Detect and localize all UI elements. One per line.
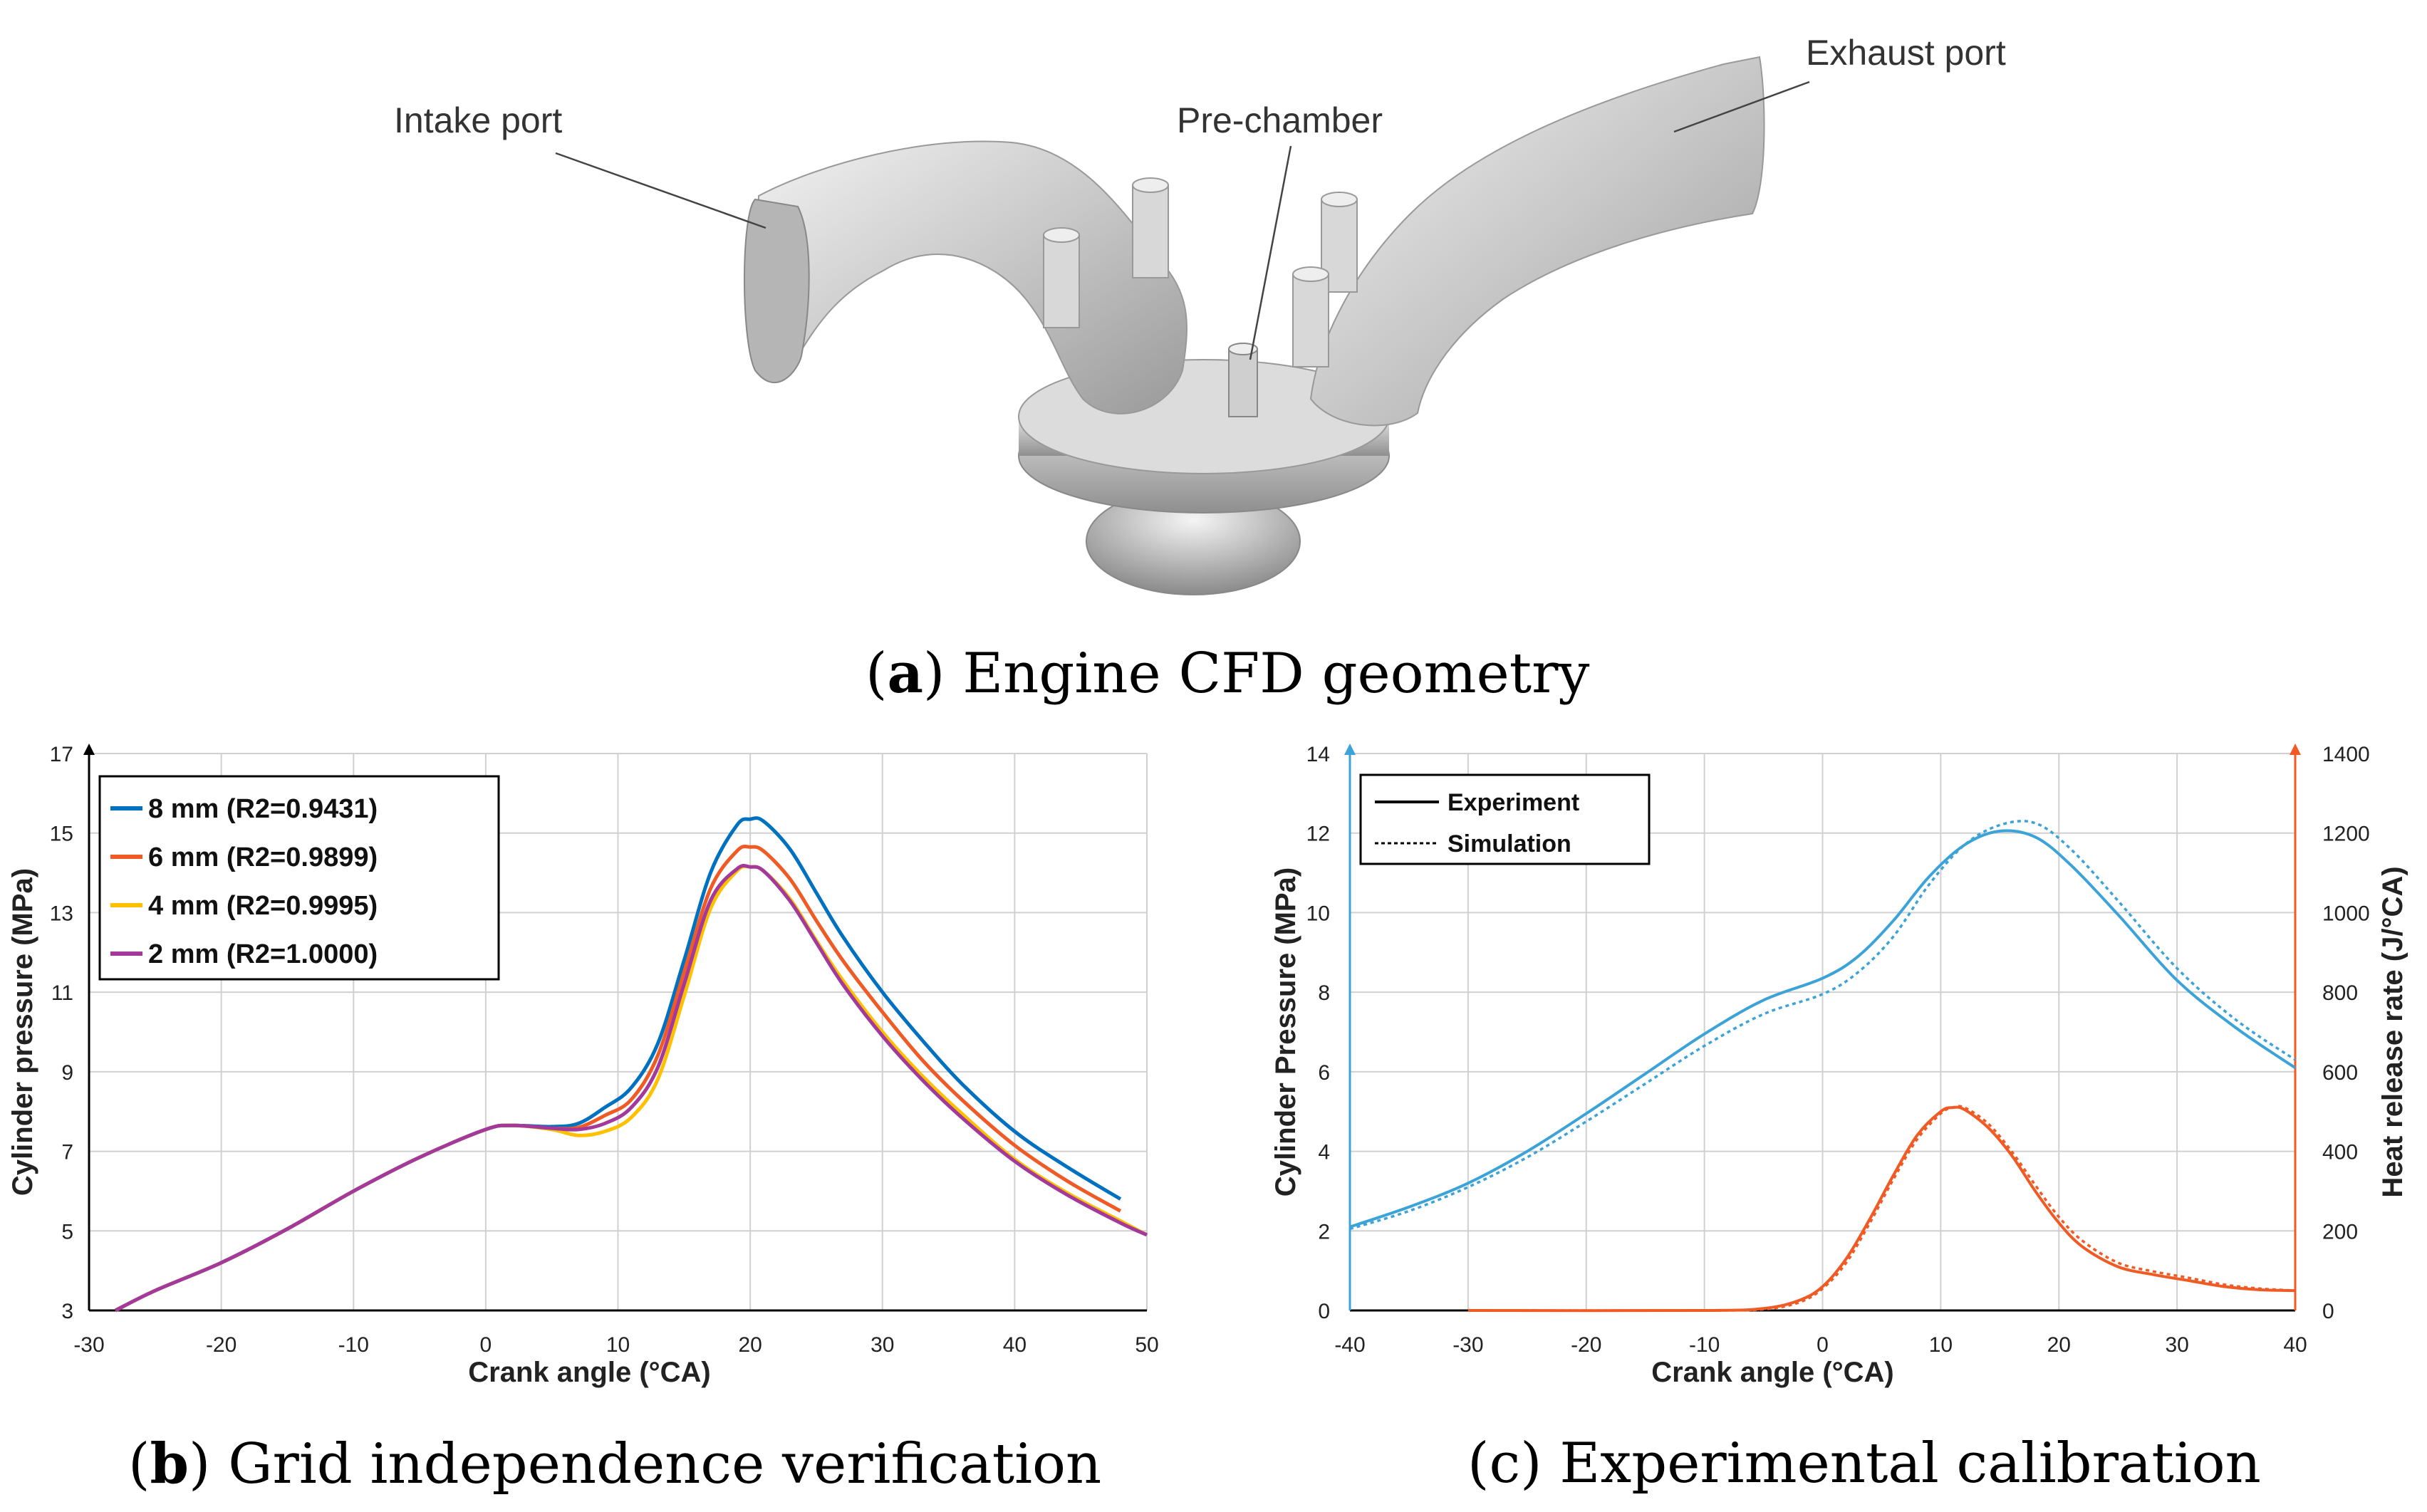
- y-axis-left-arrow: [1344, 744, 1356, 755]
- prechamber-top: [1228, 343, 1258, 355]
- x-tick-label: 40: [1003, 1333, 1027, 1357]
- caption-a-letter: a: [887, 641, 923, 706]
- prechamber-body: [1228, 348, 1258, 417]
- caption-c-text: Experimental calibration: [1559, 1432, 2261, 1496]
- x-tick-label: 20: [738, 1333, 762, 1357]
- x-tick-label: 0: [1817, 1333, 1829, 1357]
- prechamber-label: Pre-chamber: [1177, 100, 1383, 140]
- intake-leader-line: [555, 152, 766, 229]
- y-tick-label: 12: [1306, 823, 1330, 846]
- y-axis-label: Cylinder Pressure (MPa): [1270, 867, 1301, 1196]
- valve-stem-4-top: [1292, 266, 1329, 282]
- y-axis-label: Cylinder pressure (MPa): [7, 868, 38, 1196]
- legend-label: 8 mm (R2=0.9431): [148, 794, 378, 824]
- engine-geometry-illustration: [555, 56, 1810, 595]
- caption-b-letter: b: [150, 1432, 189, 1496]
- x-tick-label: -30: [73, 1333, 104, 1357]
- series-line-1: [1349, 829, 2297, 1229]
- legend-label: 6 mm (R2=0.9899): [148, 843, 378, 872]
- valve-stem-3-top: [1321, 192, 1358, 207]
- valve-stem-1: [1132, 184, 1169, 278]
- y-axis-arrow: [83, 744, 95, 755]
- y-right-tick-label: 600: [2322, 1061, 2358, 1085]
- y-tick-label: 4: [1318, 1141, 1330, 1164]
- y-right-tick-label: 400: [2322, 1141, 2358, 1164]
- x-tick-label: -40: [1334, 1333, 1365, 1357]
- x-tick-label: 20: [2047, 1333, 2071, 1357]
- exhaust-leader-line: [1673, 80, 1810, 133]
- caption-a: (a) Engine CFD geometry: [866, 641, 1590, 706]
- y-tick-label: 8: [1318, 981, 1330, 1005]
- y-tick-label: 0: [1318, 1300, 1330, 1323]
- y-right-tick-label: 0: [2322, 1300, 2334, 1323]
- intake-port-outlet: [744, 198, 810, 383]
- y-tick-label: 2: [1318, 1220, 1330, 1244]
- x-tick-label: -10: [338, 1333, 369, 1357]
- x-tick-label: 30: [2165, 1333, 2188, 1357]
- x-tick-label: -30: [1452, 1333, 1483, 1357]
- intake-port: [754, 140, 1187, 415]
- caption-a-text: Engine CFD geometry: [962, 642, 1590, 706]
- x-tick-label: 10: [606, 1333, 630, 1357]
- x-tick-label: -10: [1689, 1333, 1720, 1357]
- series-line-4: [1467, 1105, 2296, 1312]
- x-tick-label: 10: [1929, 1333, 1953, 1357]
- y-tick-label: 14: [1306, 743, 1330, 766]
- x-tick-label: -20: [206, 1333, 237, 1357]
- experimental-calibration-chart: -40 -30 -20 -10 0 10 20 30 400246810121402004006…: [1270, 743, 2408, 1388]
- valve-stem-1-top: [1132, 177, 1169, 193]
- y-right-tick-label: 1400: [2322, 743, 2370, 766]
- y-tick-label: 6: [1318, 1061, 1330, 1085]
- prechamber-leader-line: [1249, 145, 1292, 360]
- y-tick-label: 15: [50, 823, 73, 846]
- x-tick-label: 40: [2283, 1333, 2307, 1357]
- y-tick-label: 13: [50, 902, 73, 925]
- intake-port-label: Intake port: [394, 100, 563, 140]
- y-axis-right-arrow: [2290, 744, 2301, 755]
- legend-box: [98, 775, 500, 981]
- caption-b-text: Grid independence verification: [228, 1432, 1102, 1496]
- y-tick-label: 5: [61, 1220, 73, 1244]
- y-tick-label: 17: [50, 743, 73, 766]
- x-tick-label: 30: [871, 1333, 894, 1357]
- y-right-tick-label: 1200: [2322, 823, 2370, 846]
- grid-independence-chart: -30 -20 -10 0 10 20 30 40 50 3 5 7 9 11 13 15 17 Crank an…: [7, 743, 1159, 1388]
- legend-label: Experiment: [1448, 789, 1579, 816]
- caption-b: (b) Grid independence verification: [128, 1432, 1102, 1496]
- x-tick-label: 0: [480, 1333, 492, 1357]
- caption-c-letter: c: [1489, 1432, 1521, 1496]
- exhaust-port: [1309, 56, 1765, 427]
- y-tick-label: 10: [1306, 902, 1330, 925]
- y-tick-label: 7: [61, 1141, 73, 1164]
- valve-stem-4: [1292, 273, 1329, 367]
- legend-label: 4 mm (R2=0.9995): [148, 891, 378, 921]
- x-axis-label: Crank angle (°CA): [1651, 1357, 1894, 1388]
- y-right-tick-label: 800: [2322, 981, 2358, 1005]
- legend-label: Simulation: [1448, 830, 1571, 857]
- x-tick-label: -20: [1571, 1333, 1601, 1357]
- legend-box: [1359, 773, 1651, 865]
- series-line-3: [1467, 1105, 2296, 1313]
- x-tick-label: 50: [1135, 1333, 1158, 1357]
- y-tick-label: 3: [61, 1300, 73, 1323]
- valve-stem-2-top: [1043, 227, 1080, 243]
- y-tick-label: 11: [51, 981, 73, 1005]
- series-line-2: [1349, 820, 2296, 1231]
- y-right-tick-label: 200: [2322, 1220, 2358, 1244]
- x-axis-label: Crank angle (°CA): [468, 1357, 711, 1388]
- exhaust-port-label: Exhaust port: [1806, 33, 2006, 73]
- y-right-tick-label: 1000: [2322, 902, 2370, 925]
- legend-label: 2 mm (R2=1.0000): [148, 939, 378, 969]
- y-tick-label: 9: [61, 1061, 73, 1085]
- series-line-4: [114, 863, 1148, 1313]
- valve-stem-2: [1043, 234, 1080, 328]
- caption-c: (c) Experimental calibration: [1467, 1432, 2261, 1496]
- y-axis-right-label: Heat release rate (J/°CA): [2377, 866, 2408, 1197]
